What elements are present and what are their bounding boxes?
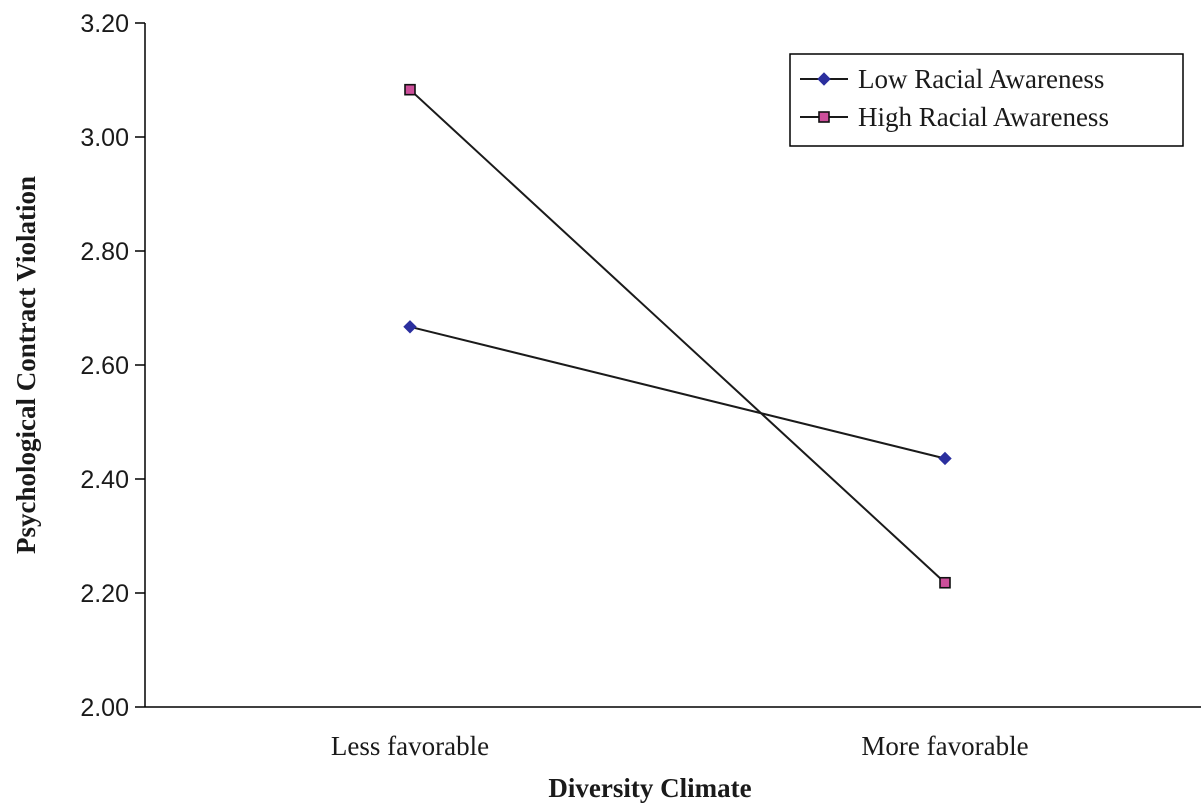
data-point-diamond xyxy=(403,320,417,334)
y-tick-label: 3.20 xyxy=(80,10,129,38)
x-categories: Less favorable More favorable xyxy=(331,731,1029,761)
legend-items: Low Racial Awareness High Racial Awarenes… xyxy=(800,64,1109,132)
series-group xyxy=(403,83,952,589)
data-point-diamond xyxy=(938,451,952,466)
data-point-square xyxy=(818,111,830,123)
y-axis-title: Psychological Contract Violation xyxy=(11,176,41,554)
data-point-diamond xyxy=(817,72,831,86)
x-axis-title: Diversity Climate xyxy=(548,773,751,803)
legend-box xyxy=(789,53,1184,147)
y-ticks: 2.00 2.20 2.40 2.60 2.80 3.00 3.20 xyxy=(80,10,145,722)
y-tick-label: 2.60 xyxy=(80,352,129,380)
legend-label: High Racial Awareness xyxy=(858,102,1109,132)
series-line xyxy=(409,88,946,584)
y-tick-label: 3.00 xyxy=(80,124,129,152)
x-tick-label: More favorable xyxy=(861,731,1028,761)
legend: Low Racial Awareness High Racial Awarenes… xyxy=(789,53,1184,147)
y-tick-label: 2.80 xyxy=(80,238,129,266)
y-tick-label: 2.00 xyxy=(80,694,129,722)
series-line xyxy=(409,325,946,460)
data-point-square xyxy=(939,576,951,589)
x-tick-label: Less favorable xyxy=(331,731,489,761)
data-point-square xyxy=(404,83,416,96)
y-tick-label: 2.40 xyxy=(80,466,129,494)
legend-label: Low Racial Awareness xyxy=(858,64,1104,94)
y-tick-label: 2.20 xyxy=(80,580,129,608)
